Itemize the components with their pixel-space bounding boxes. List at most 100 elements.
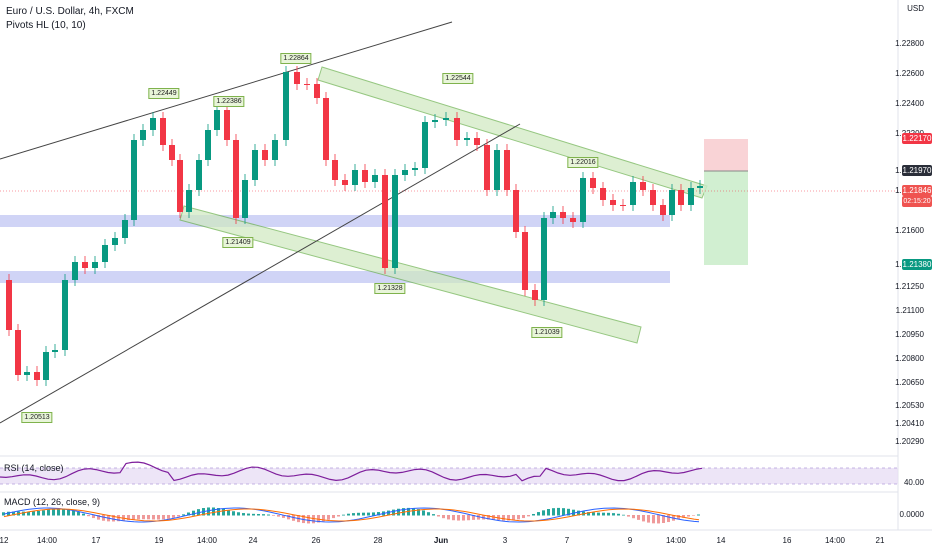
rsi-line[interactable]	[0, 461, 703, 482]
descending-channel-lower[interactable]	[179, 205, 642, 344]
candle-body[interactable]	[513, 190, 519, 232]
candle-body[interactable]	[443, 118, 449, 120]
candle-body[interactable]	[610, 200, 616, 205]
rsi-title[interactable]: RSI (14, close)	[4, 463, 64, 473]
candle-body[interactable]	[402, 170, 408, 175]
candle-body[interactable]	[522, 232, 528, 290]
candle-body[interactable]	[34, 372, 40, 380]
candle-body[interactable]	[650, 190, 656, 205]
candle-body[interactable]	[640, 182, 646, 190]
candle-body[interactable]	[550, 212, 556, 218]
candle-body[interactable]	[196, 160, 202, 190]
time-axis-tick: 14:00	[196, 536, 218, 545]
candle-body[interactable]	[580, 178, 586, 222]
candle-body[interactable]	[15, 330, 21, 375]
candle-body[interactable]	[92, 262, 98, 268]
candle-body[interactable]	[62, 280, 68, 350]
candle-body[interactable]	[169, 145, 175, 160]
symbol-title[interactable]: Euro / U.S. Dollar, 4h, FXCM	[6, 6, 134, 17]
candle-body[interactable]	[454, 118, 460, 140]
candle-body[interactable]	[484, 145, 490, 190]
candle-body[interactable]	[342, 180, 348, 185]
candle-body[interactable]	[140, 130, 146, 140]
candle-body[interactable]	[697, 186, 703, 188]
candle-body[interactable]	[372, 175, 378, 182]
candle-body[interactable]	[392, 175, 398, 268]
candle-body[interactable]	[620, 205, 626, 206]
candle-body[interactable]	[660, 205, 666, 215]
candle-body[interactable]	[432, 120, 438, 122]
candle-body[interactable]	[177, 160, 183, 212]
candle-body[interactable]	[24, 372, 30, 375]
candle-body[interactable]	[272, 140, 278, 160]
candle-body[interactable]	[678, 190, 684, 205]
candle-body[interactable]	[52, 350, 58, 352]
candle-body[interactable]	[233, 140, 239, 218]
candle-body[interactable]	[224, 110, 230, 140]
candle-body[interactable]	[314, 84, 320, 98]
candle-body[interactable]	[283, 72, 289, 140]
candle-body[interactable]	[262, 150, 268, 160]
candle-body[interactable]	[205, 130, 211, 160]
candle-body[interactable]	[570, 218, 576, 222]
candle-body[interactable]	[43, 352, 49, 380]
macd-title[interactable]: MACD (12, 26, close, 9)	[4, 497, 101, 507]
candle-body[interactable]	[6, 280, 12, 330]
candle-body[interactable]	[252, 150, 258, 180]
candle-body[interactable]	[688, 188, 694, 205]
macd-bar	[57, 508, 60, 516]
candle-body[interactable]	[82, 262, 88, 268]
candle-body[interactable]	[122, 220, 128, 238]
candle-body[interactable]	[412, 168, 418, 170]
candle-body[interactable]	[160, 118, 166, 145]
candle-body[interactable]	[186, 190, 192, 212]
candle-body[interactable]	[112, 238, 118, 245]
candle-body[interactable]	[214, 110, 220, 130]
indicator-title[interactable]: Pivots HL (10, 10)	[6, 20, 86, 31]
candle-body[interactable]	[590, 178, 596, 188]
candle-body[interactable]	[332, 160, 338, 180]
candle-body[interactable]	[494, 150, 500, 190]
macd-bar	[587, 512, 590, 516]
candle-body[interactable]	[304, 84, 310, 85]
candle-body[interactable]	[294, 72, 300, 84]
position-take-profit-zone[interactable]	[704, 171, 748, 265]
candle-body[interactable]	[323, 98, 329, 160]
macd-bar	[632, 515, 635, 519]
candle-body[interactable]	[150, 118, 156, 130]
candle-body[interactable]	[541, 218, 547, 300]
candle-body[interactable]	[72, 262, 78, 280]
candle-body[interactable]	[102, 245, 108, 262]
chart-legend[interactable]: Euro / U.S. Dollar, 4h, FXCM Pivots HL (…	[6, 5, 134, 33]
descending-channel-upper[interactable]	[317, 66, 708, 199]
macd-bar	[522, 515, 525, 519]
candle-body[interactable]	[352, 170, 358, 185]
candlestick-series[interactable]	[6, 66, 703, 386]
macd-bar	[252, 513, 255, 516]
candle-body[interactable]	[474, 138, 480, 145]
pivot-label: 1.22544	[442, 73, 474, 84]
trendline-upper[interactable]	[0, 21, 453, 160]
trendline-lower[interactable]	[0, 123, 521, 424]
time-axis-tick: 9	[627, 536, 633, 545]
candle-body[interactable]	[560, 212, 566, 218]
macd-bar	[692, 515, 695, 516]
support-zone-upper[interactable]	[0, 215, 670, 227]
macd-bar	[487, 515, 490, 520]
candle-body[interactable]	[504, 150, 510, 190]
position-stop-loss-zone[interactable]	[704, 139, 748, 171]
candle-body[interactable]	[464, 138, 470, 140]
candle-body[interactable]	[630, 182, 636, 205]
candle-body[interactable]	[362, 170, 368, 182]
candle-body[interactable]	[532, 290, 538, 300]
candle-body[interactable]	[422, 122, 428, 168]
candle-body[interactable]	[669, 190, 675, 215]
macd-signal-line[interactable]	[3, 508, 700, 522]
candle-body[interactable]	[600, 188, 606, 200]
candle-body[interactable]	[242, 180, 248, 218]
candle-body[interactable]	[382, 175, 388, 268]
support-zone-lower[interactable]	[0, 271, 670, 283]
candle-body[interactable]	[131, 140, 137, 220]
